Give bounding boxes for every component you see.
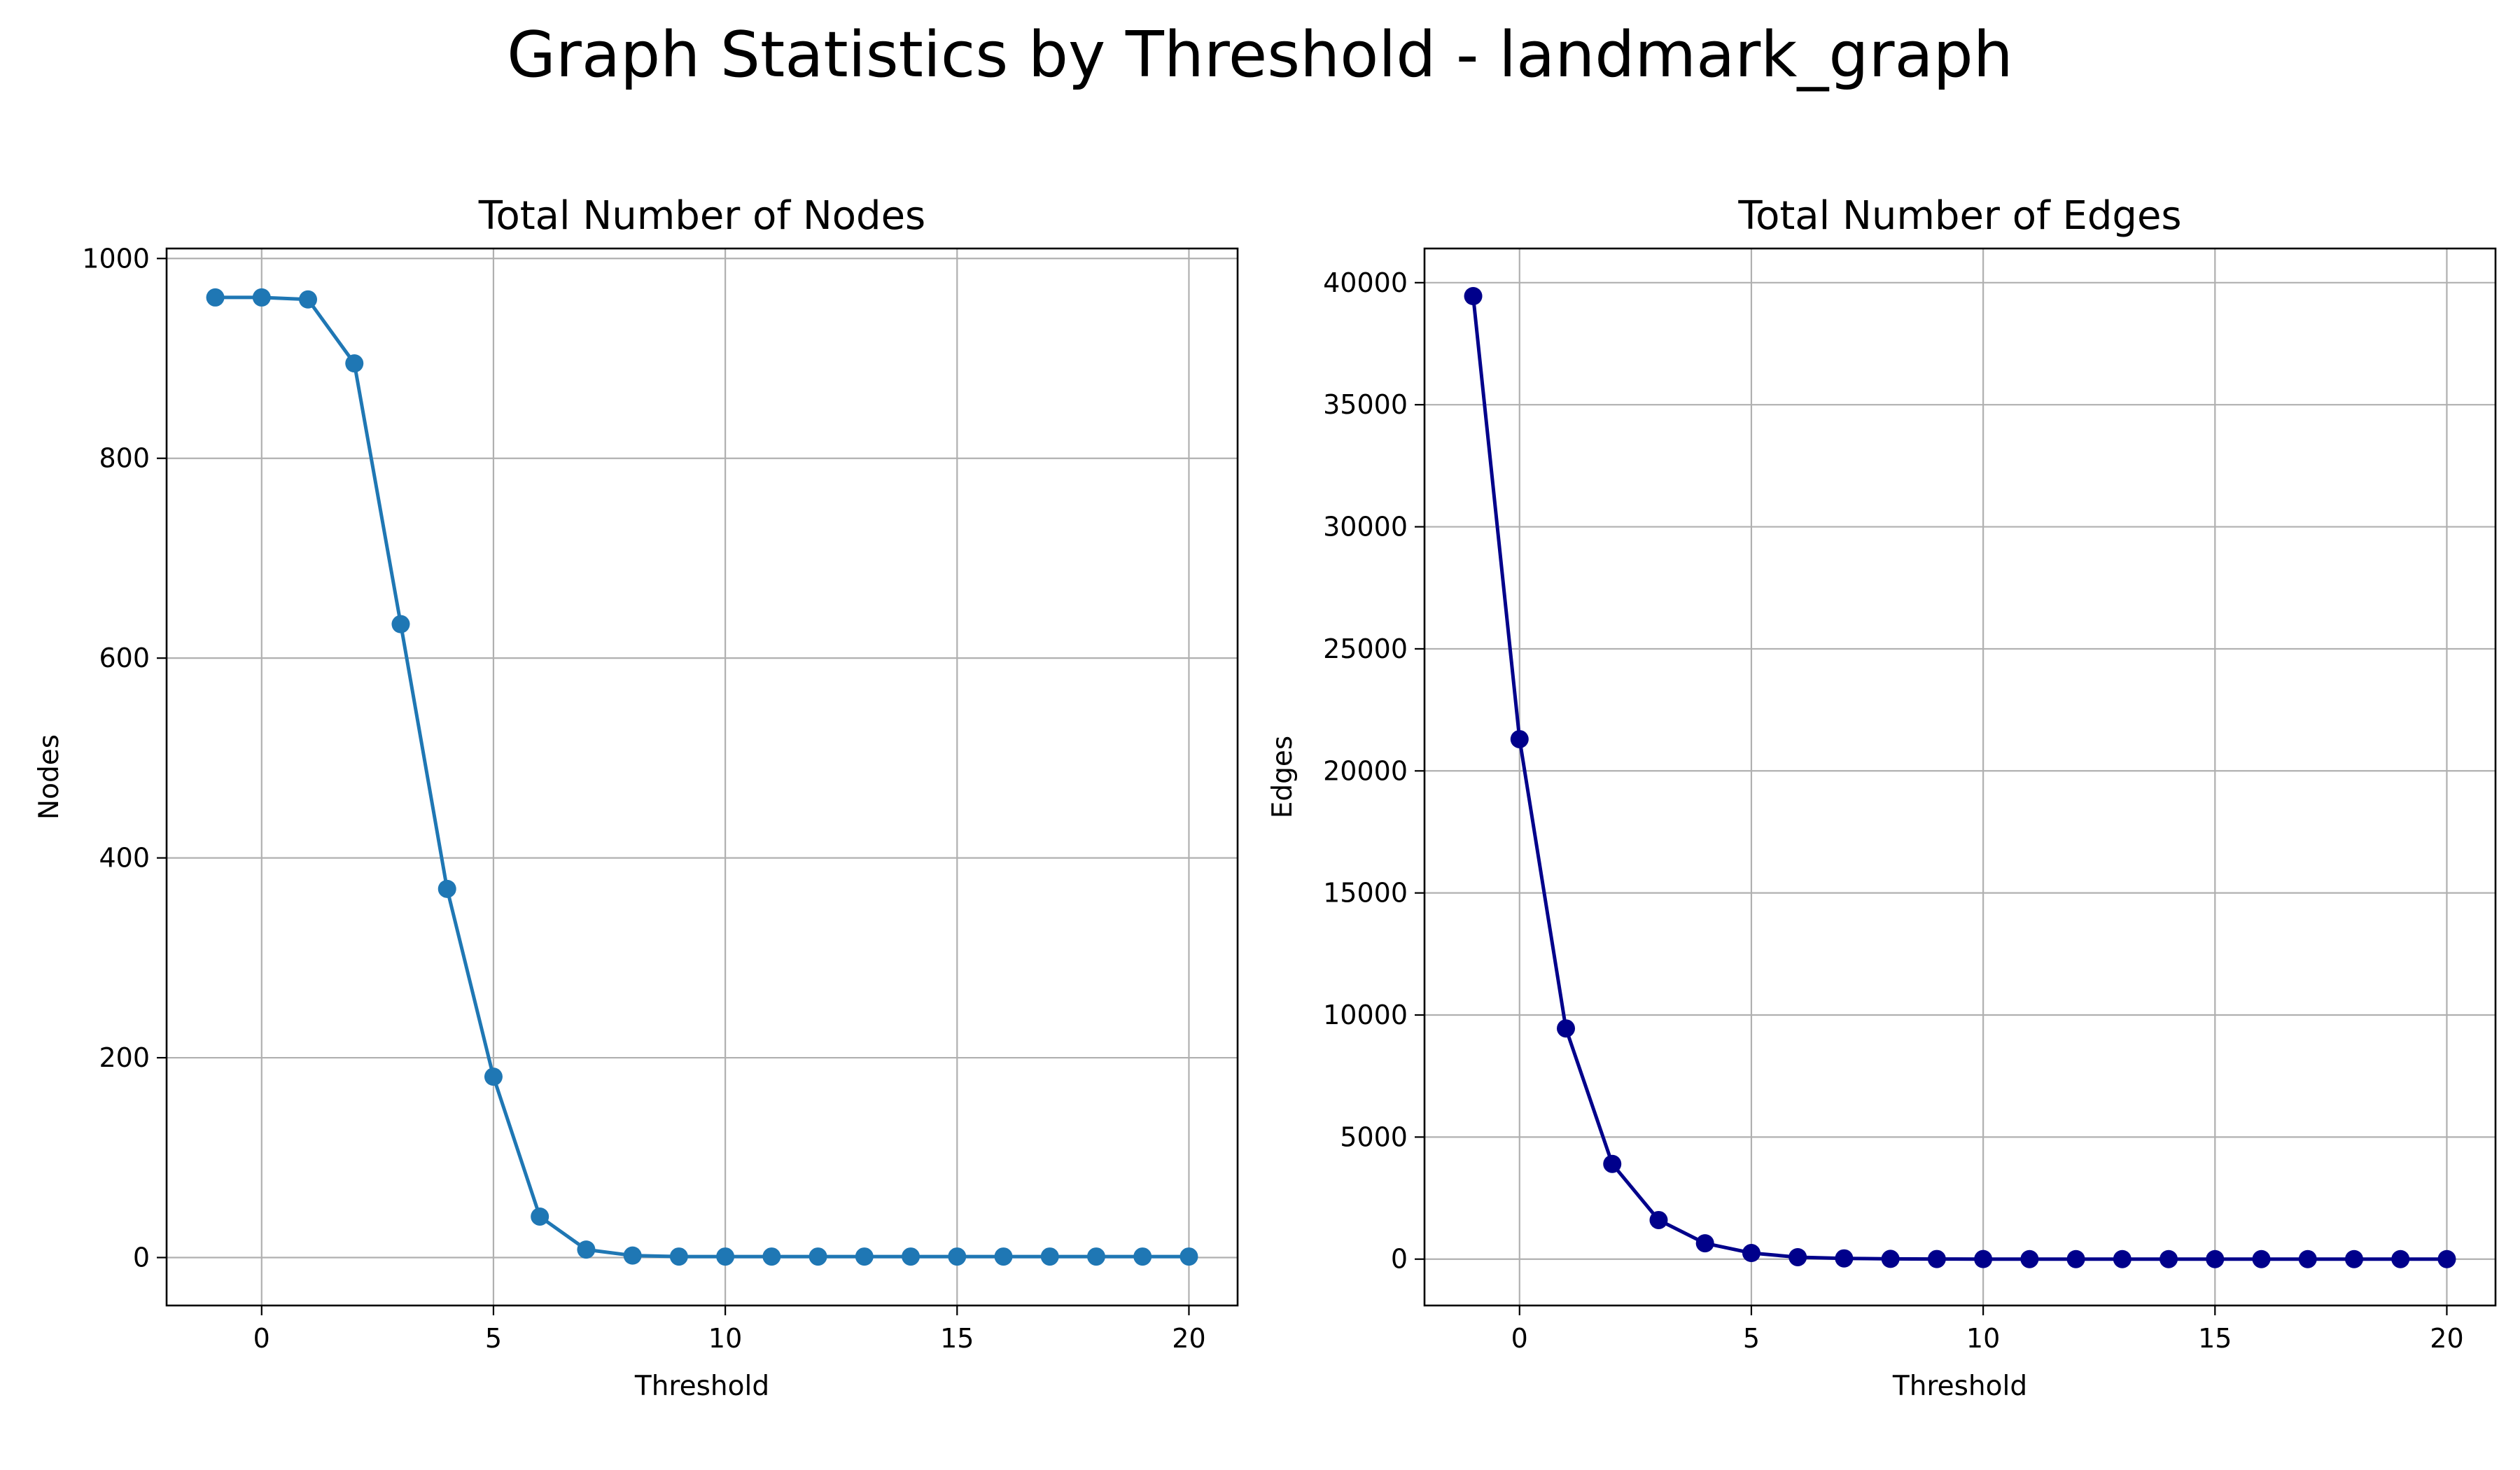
data-point — [808, 1247, 827, 1266]
x-tick-label: 20 — [2430, 1323, 2463, 1354]
subplot-2: 0 5 10 15 20 0 5000 10000 15000 20000 25000 30000 35… — [1267, 193, 2497, 1402]
x-tick-label: 0 — [1511, 1323, 1528, 1354]
data-point — [2391, 1250, 2410, 1268]
data-point — [902, 1247, 920, 1266]
data-point — [299, 290, 318, 309]
y-tick-label: 40000 — [1323, 267, 1408, 298]
data-point — [1881, 1250, 1900, 1268]
y-axis-label: Edges — [1267, 736, 1298, 818]
y-tick-label: 0 — [1391, 1244, 1408, 1275]
x-tick-label: 15 — [2198, 1323, 2232, 1354]
y-tick-label: 15000 — [1323, 878, 1408, 909]
x-axis-label: Threshold — [634, 1371, 769, 1402]
data-point — [438, 879, 456, 898]
data-point — [1742, 1244, 1760, 1263]
x-tick-label: 10 — [1966, 1323, 2000, 1354]
data-point — [1835, 1249, 1854, 1268]
y-tick-label: 10000 — [1323, 1000, 1408, 1030]
x-tick-label: 20 — [1172, 1323, 1205, 1354]
y-axis-label: Nodes — [34, 734, 65, 820]
data-point — [1464, 287, 1483, 306]
data-point — [1510, 729, 1529, 748]
data-point — [762, 1247, 781, 1266]
data-point — [2113, 1250, 2132, 1268]
data-point — [1086, 1247, 1105, 1266]
data-point — [206, 288, 225, 307]
y-tick-label: 35000 — [1323, 389, 1408, 420]
data-point — [1180, 1247, 1198, 1266]
data-point — [484, 1068, 503, 1086]
data-point — [252, 288, 271, 307]
subplot-title: Total Number of Nodes — [478, 193, 925, 239]
x-tick-label: 10 — [708, 1323, 742, 1354]
data-point — [1557, 1019, 1576, 1038]
data-point — [2160, 1250, 2178, 1268]
data-point — [2298, 1250, 2317, 1268]
data-point — [1695, 1234, 1714, 1253]
data-point — [669, 1247, 688, 1266]
x-tick-label: 5 — [485, 1323, 502, 1354]
data-point — [623, 1246, 642, 1265]
data-point — [2437, 1250, 2456, 1268]
data-point — [2020, 1250, 2039, 1268]
y-tick-label: 30000 — [1323, 512, 1408, 542]
data-point — [391, 615, 410, 634]
data-point — [2252, 1250, 2271, 1268]
x-tick-label: 15 — [940, 1323, 974, 1354]
data-point — [1788, 1247, 1807, 1266]
data-point — [577, 1240, 596, 1259]
y-tick-label: 20000 — [1323, 755, 1408, 786]
data-point — [1603, 1154, 1622, 1173]
data-point — [1974, 1250, 1993, 1268]
x-tick-label: 5 — [1743, 1323, 1760, 1354]
y-tick-label: 0 — [133, 1242, 150, 1273]
subplot-title: Total Number of Edges — [1737, 193, 2181, 239]
y-tick-label: 25000 — [1323, 634, 1408, 664]
data-point — [716, 1247, 735, 1266]
data-point — [994, 1247, 1013, 1266]
data-point — [2344, 1250, 2363, 1268]
y-tick-label: 800 — [99, 443, 150, 474]
axes-frame — [165, 247, 1239, 1307]
y-tick-label: 600 — [99, 643, 150, 673]
y-tick-label: 200 — [99, 1042, 150, 1073]
axes-frame — [1423, 247, 2497, 1307]
x-axis-label: Threshold — [1892, 1371, 2027, 1402]
data-point — [1133, 1247, 1152, 1266]
data-point — [2066, 1250, 2085, 1268]
series-line-1 — [1471, 295, 2447, 1261]
data-point — [345, 354, 364, 373]
y-tick-label: 1000 — [82, 243, 150, 274]
y-tick-label: 5000 — [1340, 1121, 1408, 1152]
data-point — [1649, 1210, 1668, 1229]
series-line-1 — [215, 295, 1189, 1259]
data-point — [531, 1207, 550, 1226]
y-tick-label: 400 — [99, 843, 150, 874]
figure-title: Graph Statistics by Threshold - landmark… — [507, 18, 2013, 92]
x-tick-label: 0 — [253, 1323, 270, 1354]
data-point — [1040, 1247, 1059, 1266]
data-point — [855, 1247, 874, 1266]
data-point — [2206, 1250, 2225, 1268]
data-point — [1927, 1250, 1946, 1268]
data-point — [948, 1247, 967, 1266]
